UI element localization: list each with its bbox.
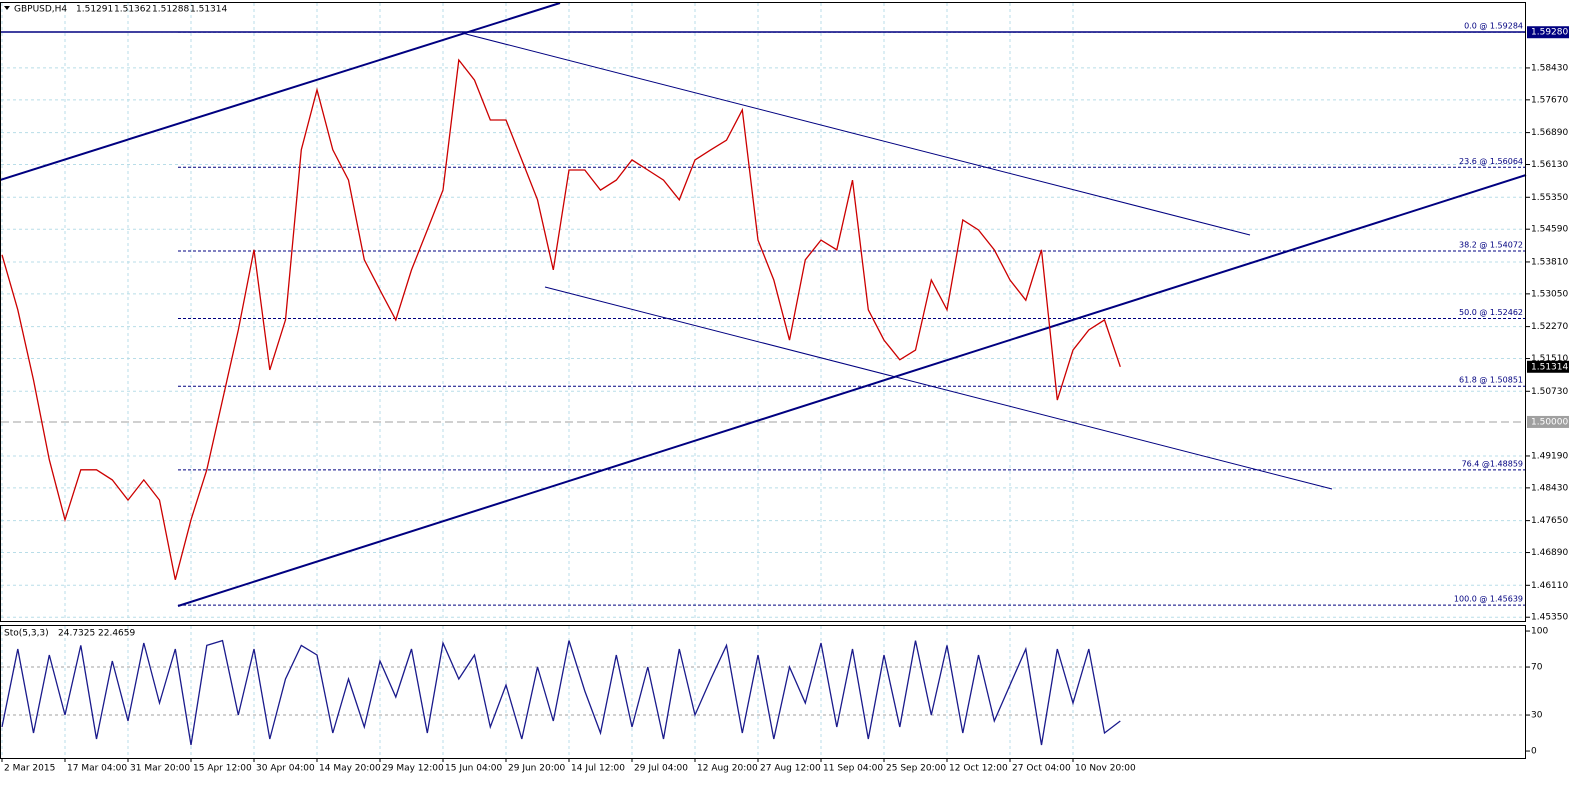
y-tick-label: 1.56130 bbox=[1531, 160, 1568, 170]
y-tick-label: 1.54590 bbox=[1531, 225, 1568, 235]
indicator-main: 24.7325 bbox=[58, 629, 95, 639]
x-tick-label: 17 Mar 04:00 bbox=[67, 764, 127, 774]
fib-label: 100.0 @ 1.45639 bbox=[1454, 595, 1523, 604]
indicator-signal: 22.4659 bbox=[98, 629, 135, 639]
y-tick-label: 1.45350 bbox=[1531, 613, 1568, 623]
price-marker bbox=[1527, 26, 1569, 39]
y-tick-label: 1.46110 bbox=[1531, 581, 1568, 591]
x-tick-label: 11 Sep 04:00 bbox=[823, 764, 883, 774]
y-tick-label: 1.53050 bbox=[1531, 289, 1568, 299]
price-panel-border bbox=[0, 2, 1526, 622]
y-tick-label: 1.47650 bbox=[1531, 516, 1568, 526]
y-tick-label: 1.55350 bbox=[1531, 193, 1568, 203]
plot bbox=[1, 58, 1121, 746]
y-tick-label: 30 bbox=[1531, 711, 1543, 721]
fib-label: 61.8 @ 1.50851 bbox=[1459, 376, 1523, 385]
x-tick-label: 10 Nov 20:00 bbox=[1075, 764, 1136, 774]
x-tick-label: 29 May 12:00 bbox=[382, 764, 444, 774]
series-line bbox=[1, 639, 1121, 746]
symbol: GBPUSD,H4 bbox=[14, 5, 67, 15]
y-tick-label: 100 bbox=[1531, 627, 1548, 637]
y-tick-label: 1.57670 bbox=[1531, 95, 1568, 105]
y-tick-label: 0 bbox=[1531, 747, 1537, 757]
open: 1.51291 bbox=[76, 5, 113, 15]
x-tick-label: 31 Mar 20:00 bbox=[130, 764, 190, 774]
y-tick-label: 1.48430 bbox=[1531, 483, 1568, 493]
y-tick-label: 1.52270 bbox=[1531, 322, 1568, 332]
indicator-title: Sto(5,3,3) bbox=[4, 629, 49, 639]
high: 1.51362 bbox=[114, 5, 151, 15]
price-marker-label: 1.59280 bbox=[1531, 28, 1568, 38]
fib-label: 23.6 @ 1.56064 bbox=[1459, 157, 1523, 166]
y-tick-label: 1.51510 bbox=[1531, 354, 1568, 364]
fib-label: 76.4 @1.48859 bbox=[1462, 459, 1523, 468]
x-tick-label: 12 Aug 20:00 bbox=[697, 764, 758, 774]
x-tick-label: 2 Mar 2015 bbox=[4, 764, 55, 774]
low: 1.51288 bbox=[152, 5, 189, 15]
channel-line bbox=[544, 286, 1333, 490]
y-tick-label: 1.50730 bbox=[1531, 387, 1568, 397]
trend-line bbox=[0, 2, 561, 181]
x-tick-label: 30 Apr 04:00 bbox=[256, 764, 315, 774]
price-marker-label: 1.51314 bbox=[1531, 362, 1568, 372]
price-marker bbox=[1527, 360, 1569, 373]
fib-label: 38.2 @ 1.54072 bbox=[1459, 240, 1523, 249]
fib-label: 0.0 @ 1.59284 bbox=[1464, 22, 1523, 31]
x-tick-label: 27 Aug 12:00 bbox=[760, 764, 821, 774]
y-tick-label: 1.56890 bbox=[1531, 128, 1568, 138]
x-tick-label: 15 Apr 12:00 bbox=[193, 764, 252, 774]
trend-line bbox=[177, 174, 1527, 607]
y-tick-label: 1.46890 bbox=[1531, 548, 1568, 558]
y-tick-label: 1.53810 bbox=[1531, 257, 1568, 267]
stoch-panel-border bbox=[0, 625, 1526, 759]
x-tick-label: 12 Oct 12:00 bbox=[949, 764, 1008, 774]
x-tick-label: 14 Jul 12:00 bbox=[571, 764, 625, 774]
price-marker bbox=[1527, 415, 1569, 428]
x-tick-label: 15 Jun 04:00 bbox=[445, 764, 502, 774]
channel-line bbox=[461, 32, 1251, 236]
y-tick-label: 1.49190 bbox=[1531, 451, 1568, 461]
close: 1.51314 bbox=[190, 5, 227, 15]
series-line bbox=[1, 58, 1121, 580]
x-tick-label: 27 Oct 04:00 bbox=[1012, 764, 1071, 774]
y-tick-label: 1.58430 bbox=[1531, 63, 1568, 73]
fib-label: 50.0 @ 1.52462 bbox=[1459, 308, 1523, 317]
y-tick-label: 70 bbox=[1531, 663, 1543, 673]
price-marker-label: 1.50000 bbox=[1531, 417, 1568, 427]
menu-arrow[interactable] bbox=[4, 6, 10, 10]
x-tick-label: 14 May 20:00 bbox=[319, 764, 381, 774]
x-tick-label: 29 Jun 20:00 bbox=[508, 764, 565, 774]
x-tick-label: 29 Jul 04:00 bbox=[634, 764, 688, 774]
x-tick-label: 25 Sep 20:00 bbox=[886, 764, 946, 774]
